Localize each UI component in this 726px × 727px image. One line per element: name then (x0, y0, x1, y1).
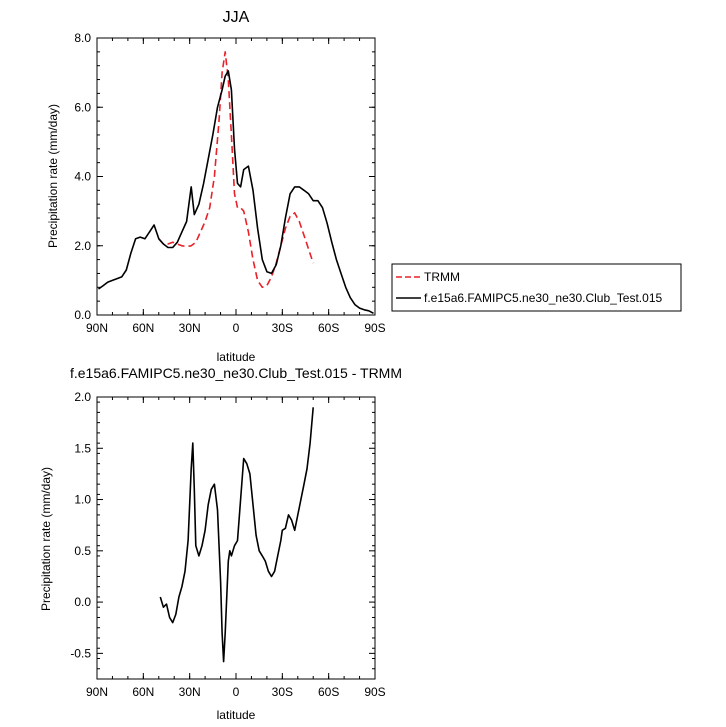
y-tick-label: 2.0 (74, 239, 91, 253)
x-tick-label: 90S (364, 685, 385, 699)
top-chart-xlabel: latitude (217, 350, 256, 364)
bottom-chart-frame (96, 396, 376, 680)
y-tick-label: 2.0 (74, 390, 91, 404)
legend-label-model: f.e15a6.FAMIPC5.ne30_ne30.Club_Test.015 (424, 291, 662, 305)
y-tick-label: 0.0 (74, 595, 91, 609)
top-chart-legend: TRMM f.e15a6.FAMIPC5.ne30_ne30.Club_Test… (391, 263, 682, 312)
bottom-chart-series (159, 407, 314, 663)
x-tick-label: 60N (132, 685, 154, 699)
y-tick-label: 0.0 (74, 308, 91, 322)
y-tick-label: 8.0 (74, 31, 91, 45)
x-tick-label: 30N (179, 321, 201, 335)
y-tick-label: 4.0 (74, 170, 91, 184)
top-chart-series (98, 51, 374, 315)
bottom-chart-ticks: 90N 60N 30N 0 30S 60S 90S -0.5 0.0 0.5 1.0 1.5 2.0 (70, 390, 385, 699)
top-chart: JJA latitude Precipitation rate (mm/day)… (46, 9, 386, 364)
x-tick-label: 60S (318, 321, 339, 335)
x-tick-label: 90S (364, 321, 385, 335)
top-chart-ylabel: Precipitation rate (mm/day) (46, 104, 60, 248)
top-chart-ticks: 90N 60N 30N 0 30S 60S 90S 0.0 2.0 4.0 6.0 8.0 (74, 31, 385, 335)
x-tick-label: 30S (272, 685, 293, 699)
y-tick-label: 0.5 (74, 544, 91, 558)
series-line-model (159, 407, 314, 663)
x-tick-label: 60N (132, 321, 154, 335)
bottom-chart-title: f.e15a6.FAMIPC5.ne30_ne30.Club_Test.015 … (70, 365, 402, 381)
x-tick-label: 0 (233, 685, 240, 699)
bottom-chart: f.e15a6.FAMIPC5.ne30_ne30.Club_Test.015 … (39, 365, 402, 722)
y-tick-label: 1.0 (74, 493, 91, 507)
x-tick-label: 60S (318, 685, 339, 699)
x-tick-label: 90N (86, 685, 108, 699)
x-tick-label: 0 (233, 321, 240, 335)
x-tick-label: 90N (86, 321, 108, 335)
y-tick-label: 6.0 (74, 100, 91, 114)
x-tick-label: 30N (179, 685, 201, 699)
legend-box (391, 263, 682, 312)
top-chart-title: JJA (223, 9, 250, 26)
series-line-model (98, 70, 374, 315)
y-tick-label: -0.5 (70, 646, 91, 660)
top-chart-frame (96, 37, 376, 316)
bottom-chart-ylabel: Precipitation rate (mm/day) (39, 467, 53, 611)
x-tick-label: 30S (272, 321, 293, 335)
series-line-trmm (158, 51, 314, 289)
bottom-chart-xlabel: latitude (217, 708, 256, 722)
legend-label-trmm: TRMM (424, 270, 460, 284)
y-tick-label: 1.5 (74, 441, 91, 455)
